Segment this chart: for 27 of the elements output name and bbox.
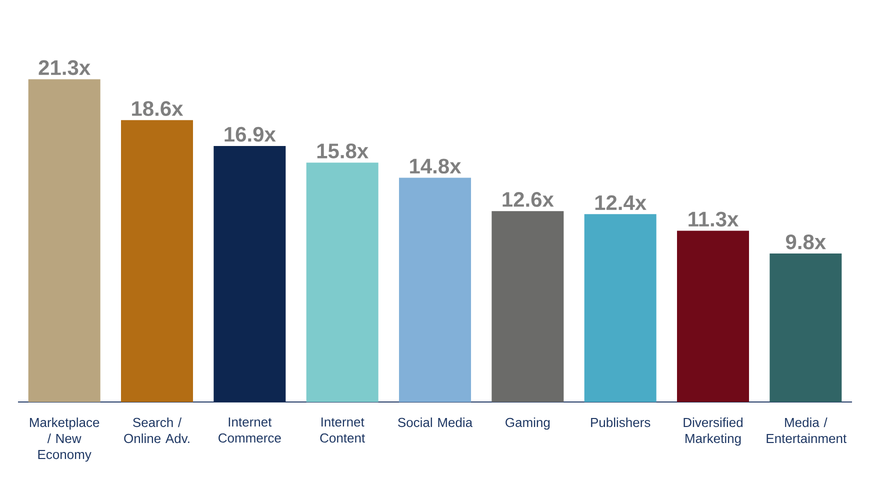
data-label: 15.8x [317,144,368,158]
data-label: 12.6x [502,192,554,207]
bar [306,162,378,402]
bar [584,214,656,402]
bar [399,178,472,402]
data-label: 18.6x [132,101,184,116]
x-tick-label: Search / Online Adv. [124,418,190,444]
bar [214,146,286,402]
bar [492,211,564,402]
data-label: 21.3x [38,60,90,76]
bar [677,230,750,402]
x-tick-label: Internet Content [320,418,365,443]
x-tick-label: Internet Commerce [218,418,281,443]
x-tick-label: Publishers [591,418,650,428]
x-tick-label: Marketplace / New Economy [30,418,100,462]
bar [28,79,100,402]
data-label: 11.3x [688,212,739,227]
data-label: 12.4x [595,195,646,210]
bar [770,254,842,402]
x-tick-label: Diversified Marketing [684,418,743,446]
x-tick-label: Social Media [398,418,473,428]
x-tick-label: Gaming [506,418,550,430]
data-label: 9.8x [786,234,826,250]
data-label: 14.8x [410,158,462,174]
x-tick-label: Media / Entertainment [766,418,846,444]
data-label: 16.9x [224,126,276,142]
bar [121,120,194,402]
